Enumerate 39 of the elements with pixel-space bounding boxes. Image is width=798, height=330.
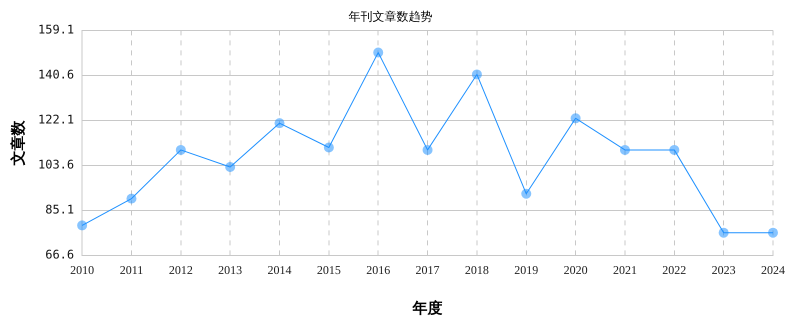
x-tick-label: 2012	[168, 262, 193, 277]
point	[570, 113, 581, 124]
y-tick-label: 140.6	[38, 68, 74, 82]
x-tick-label: 2023	[712, 262, 736, 277]
y-tick-label: 85.1	[45, 202, 74, 217]
x-tick-label: 2018	[464, 262, 489, 277]
point	[373, 48, 384, 58]
point	[176, 144, 186, 155]
point	[324, 142, 334, 153]
x-tick-label: 2014	[268, 262, 292, 277]
x-tick-label: 2017	[416, 262, 440, 277]
point	[274, 118, 285, 128]
x-tick-label: 2022	[662, 262, 686, 277]
y-tick-label: 122.1	[38, 112, 74, 127]
point	[472, 69, 482, 80]
point	[768, 228, 778, 238]
x-axis-title: 年度	[412, 298, 443, 317]
point	[718, 228, 729, 238]
point	[521, 188, 532, 199]
x-tick-label: 2016	[366, 262, 390, 277]
y-axis-title: 文章数	[8, 120, 27, 166]
x-tick-label: 2020	[564, 262, 588, 277]
x-tick-label: 2021	[612, 262, 637, 277]
point	[126, 194, 136, 204]
point	[77, 220, 88, 230]
point	[669, 144, 680, 155]
x-tick-label: 2013	[218, 262, 242, 277]
point	[422, 144, 433, 155]
y-tick-label: 159.1	[38, 22, 74, 37]
x-tick-label: 2011	[120, 262, 144, 277]
x-tick-label: 2019	[514, 262, 538, 277]
chart-title: 年刊文章数趋势	[348, 9, 432, 24]
x-tick-label: 2015	[316, 262, 341, 277]
point	[620, 144, 630, 155]
x-tick-label: 2010	[70, 262, 94, 277]
y-tick-label: 103.6	[38, 158, 74, 172]
point	[225, 162, 236, 172]
y-tick-label: 66.6	[45, 248, 74, 262]
x-tick-label: 2024	[761, 262, 785, 277]
